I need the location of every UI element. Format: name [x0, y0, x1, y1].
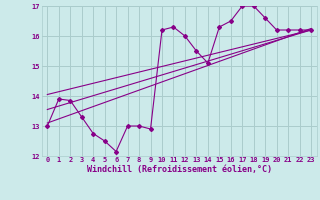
X-axis label: Windchill (Refroidissement éolien,°C): Windchill (Refroidissement éolien,°C) — [87, 165, 272, 174]
